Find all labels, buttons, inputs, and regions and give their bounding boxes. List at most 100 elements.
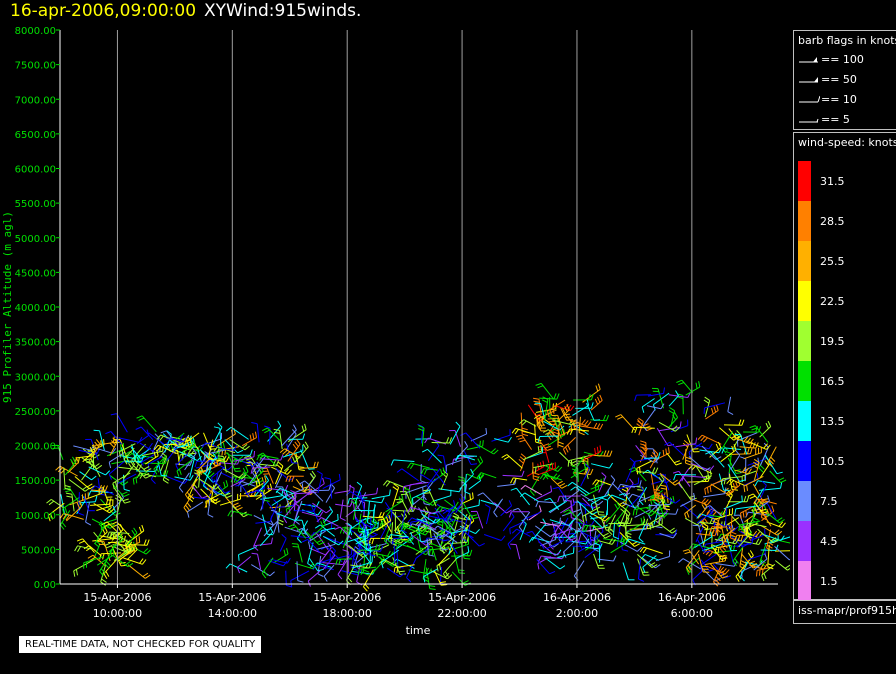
barb-flag [657,452,661,459]
wind-barb [427,440,440,461]
barb-flag [638,417,644,422]
barb-flag [759,561,766,567]
barb-flag [104,563,110,569]
barb-flag [660,474,665,480]
wind-barb [394,536,415,543]
wind-barb [605,501,621,523]
wind-barb [727,463,746,482]
wind-barb [580,531,601,540]
wind-barb [681,475,706,482]
wind-barb [692,568,705,586]
barb-shaft [557,415,565,436]
wind-barb [557,547,575,558]
barb-flag [602,414,607,421]
barb-flag [109,523,115,529]
wind-barb [184,478,198,500]
barb-flag [285,489,288,496]
barb-flag [559,565,566,570]
barb-flag [145,549,151,555]
barb-shaft [305,530,320,546]
wind-barb [686,434,700,453]
barb-flag [672,470,679,474]
barb-flag [679,421,682,428]
barb-flag [682,549,689,552]
wind-barb [584,539,602,558]
wind-barb [207,497,214,518]
barb-flag [218,460,225,463]
barb-flag [145,475,152,479]
barb-shaft [736,535,748,548]
barb-flag [735,576,740,582]
barb-flag [607,494,613,500]
wind-barb [693,470,712,486]
barb-flag [585,463,591,469]
barb-flag [208,456,214,461]
barb-flag [645,518,649,525]
colorbar-segment [798,401,811,441]
barb-shaft [416,496,434,506]
barb-flag [558,520,563,527]
barb-shaft [573,533,583,549]
barb-flag [186,491,191,498]
barb-flag [749,425,756,429]
barb-flag [606,450,610,457]
wind-barb [285,570,293,588]
barb-flag [635,502,640,509]
wind-barb [66,500,83,522]
wind-barb [135,426,154,441]
barb-shaft [442,505,456,515]
barb-flag [538,505,542,512]
barb-flag [122,498,129,502]
barb-shaft [612,522,616,537]
wind-barb [646,403,665,410]
barb-flag [276,464,283,470]
barb-shaft [387,567,401,578]
wind-barb [224,439,244,454]
barb-shaft [545,557,561,570]
barb-shaft [323,564,335,577]
wind-barb [463,530,485,547]
wind-barb [535,525,556,538]
wind-barb [703,402,726,414]
barb-shaft [638,486,648,501]
barb-shaft [189,457,196,478]
barb-flag [717,533,722,540]
barb-flag [599,423,604,430]
colorbar-segment [798,361,811,401]
barb-flag [767,462,773,468]
barb-flag [746,495,750,502]
barb-flag [634,543,640,547]
axes-layer [59,30,778,585]
barb-shaft [760,524,778,536]
barb-flag [634,394,637,401]
barb-shaft [686,434,694,453]
barb-shaft [558,525,571,540]
wind-barb [112,472,131,490]
wind-barb [522,444,543,461]
barb-flag [722,568,727,574]
wind-barb [622,502,640,509]
barb-flag [182,436,188,443]
barb-shaft [573,560,585,577]
barb-flag [586,399,590,406]
barb-flag [642,425,648,431]
wind-barb [176,437,194,449]
barb-flag [112,483,115,490]
barb-flag [533,403,540,406]
barb-flag [725,450,732,455]
barb-flag [738,419,742,426]
barb-flag [590,402,594,409]
wind-barb [628,493,647,500]
barb-flag [747,552,752,559]
barb-shaft [485,507,491,525]
wind-barb [590,394,603,411]
barb-flag [585,538,590,545]
barb-shaft [410,506,432,514]
colorbar-label: 13.5 [820,415,845,428]
wind-barb [332,548,353,560]
barb-flag [660,484,667,487]
barb-flag [624,511,629,517]
barb-shaft [638,421,644,436]
barb-flag [636,546,643,552]
barb-flag [597,396,601,403]
